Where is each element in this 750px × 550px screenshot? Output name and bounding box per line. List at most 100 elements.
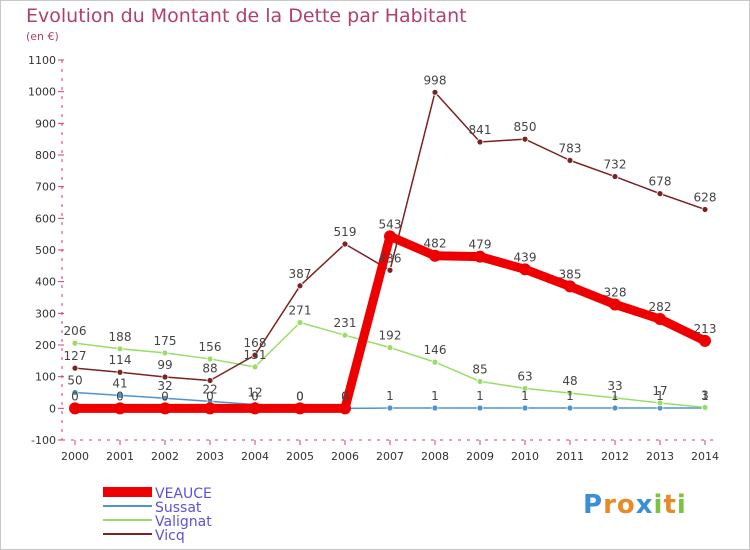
data-point-sussat [611,404,619,412]
series-layer [69,88,711,415]
data-point-vicq [611,173,619,180]
data-label-veauce: 439 [514,250,537,264]
data-point-veauce [114,402,126,415]
data-label-vicq: 841 [469,123,492,137]
data-label-valignat: 271 [289,304,312,318]
data-point-valignat [611,394,619,402]
legend-label-veauce: VEAUCE [155,486,212,502]
data-label-sussat: 32 [157,379,172,393]
x-tick-label: 2006 [331,450,359,463]
data-label-sussat: 50 [67,374,82,388]
data-point-veauce [384,230,396,243]
data-label-sussat: 1 [431,389,439,403]
data-point-sussat [521,404,529,412]
data-label-veauce: 0 [116,389,124,403]
data-label-veauce: 0 [251,389,259,403]
x-tick-label: 2012 [601,450,629,463]
data-point-veauce [204,402,216,415]
data-label-valignat: 48 [562,374,577,388]
data-label-vicq: 850 [514,120,537,134]
data-label-sussat: 1 [566,389,574,403]
data-label-vicq: 436 [379,251,402,265]
data-label-vicq: 387 [289,267,312,281]
data-label-vicq: 783 [559,141,582,155]
data-label-veauce: 385 [559,267,582,281]
y-tick-label: 1100 [28,54,56,67]
data-point-sussat [566,404,574,412]
y-tick-label: 400 [35,276,56,289]
data-point-vicq [161,373,169,381]
data-label-veauce: 0 [296,389,304,403]
data-label-veauce: 0 [341,389,349,403]
data-point-sussat [116,391,124,399]
data-label-valignat: 175 [154,334,177,348]
data-point-veauce [429,249,441,262]
data-point-valignat [116,345,124,353]
x-tick-label: 2005 [286,450,314,463]
data-point-vicq [206,377,214,384]
data-label-vicq: 519 [334,225,357,239]
y-tick-label: 300 [35,307,56,320]
data-label-sussat: 1 [521,389,529,403]
x-tick-label: 2009 [466,450,494,463]
data-label-sussat: 22 [202,382,217,396]
y-tick-label: 200 [35,339,56,352]
data-label-veauce: 0 [206,389,214,403]
data-label-valignat: 192 [379,329,402,343]
data-label-valignat: 33 [607,379,622,393]
data-label-sussat: 1 [611,389,619,403]
data-label-vicq: 168 [244,336,267,350]
x-tick-label: 2000 [61,450,89,463]
proxiti-logo: Proxiti [583,490,687,520]
data-label-veauce: 282 [649,300,672,314]
data-point-sussat [71,389,79,396]
data-label-sussat: 0 [296,389,304,403]
x-tick-label: 2010 [511,450,539,463]
data-point-vicq [701,206,709,213]
data-point-valignat [431,358,439,366]
data-point-valignat [476,378,484,385]
data-label-sussat: 12 [247,386,262,400]
data-label-veauce: 328 [604,285,627,299]
y-tick-label: 700 [35,181,56,194]
data-point-valignat [251,363,259,371]
data-label-valignat: 188 [109,330,132,344]
data-point-vicq [386,266,394,274]
data-point-valignat [386,344,394,351]
data-label-veauce: 479 [469,238,492,252]
y-tick-label: 0 [49,402,56,415]
data-point-vicq [656,190,664,198]
data-label-vicq: 732 [604,158,627,172]
data-point-valignat [701,403,709,411]
data-point-valignat [161,349,169,357]
data-point-vicq [521,135,529,143]
y-tick-label: -100 [31,434,56,447]
data-label-valignat: 156 [199,340,222,354]
data-point-valignat [521,384,529,392]
y-tick-label: 900 [35,117,56,130]
x-tick-label: 2002 [151,450,179,463]
y-tick-label: 800 [35,149,56,162]
data-label-valignat: 63 [517,369,532,383]
data-point-sussat [161,394,169,402]
y-tick-label: 600 [35,212,56,225]
data-point-veauce [654,313,666,326]
data-point-veauce [294,402,306,415]
data-point-valignat [206,355,214,363]
x-tick-label: 2004 [241,450,269,463]
legend-label-sussat: Sussat [155,500,202,516]
x-tick-label: 2001 [106,450,134,463]
data-point-vicq [341,240,349,248]
data-point-sussat [386,404,394,412]
data-label-valignat: 206 [64,324,87,338]
data-point-vicq [116,368,124,376]
data-point-valignat [566,389,574,397]
data-label-valignat: 231 [334,316,357,330]
data-label-sussat: 1 [386,389,394,403]
legend-label-valignat: Valignat [155,514,212,530]
data-point-sussat [431,404,439,412]
